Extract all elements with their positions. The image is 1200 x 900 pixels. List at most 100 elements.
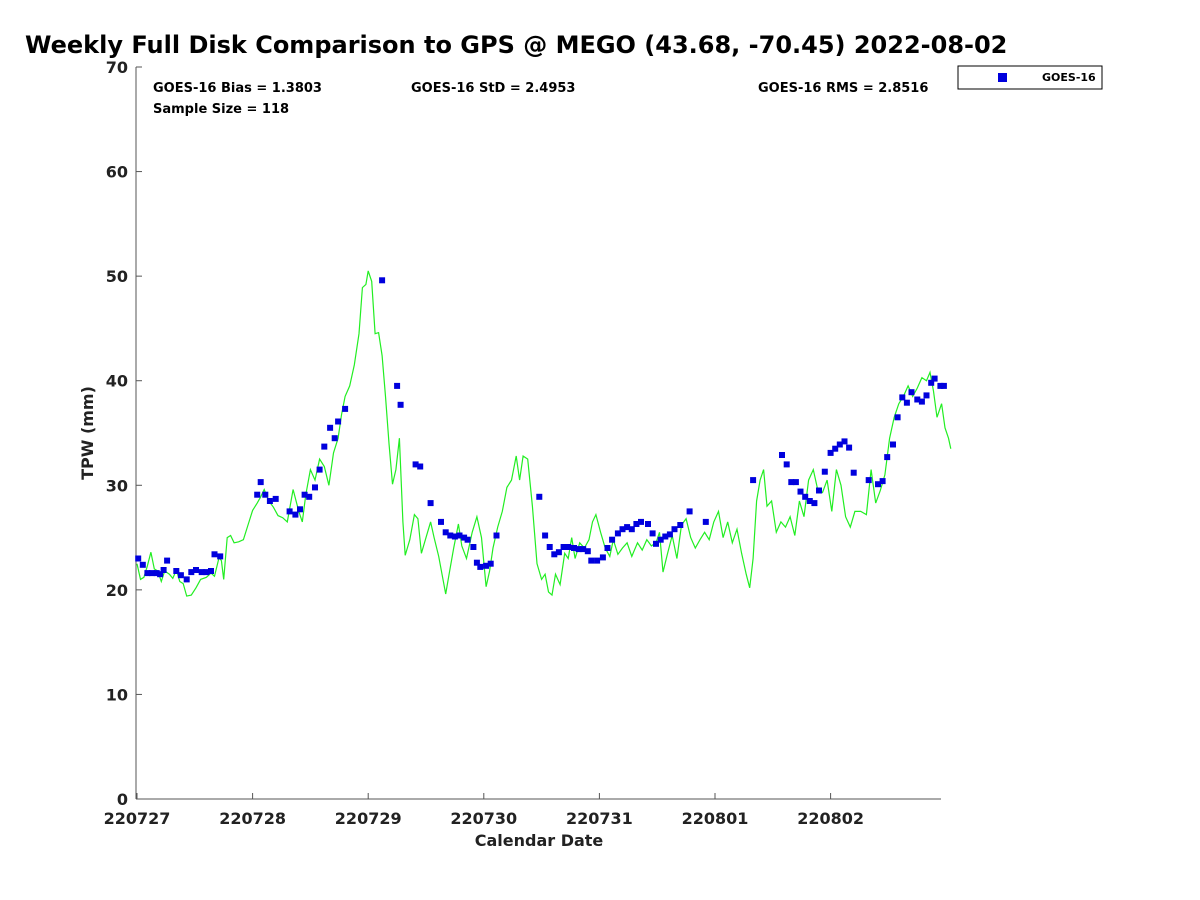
x-axis-ticks: 220727 220728 220729 220730 220731 220801 2208… <box>104 793 864 828</box>
goes-16-data-point <box>653 540 659 547</box>
goes-16-data-point <box>160 567 167 573</box>
goes-16-data-point <box>327 424 334 431</box>
stat-std: GOES-16 StD = 2.4953 <box>411 81 575 96</box>
goes-16-series <box>135 277 947 583</box>
goes-16-data-point <box>379 277 386 284</box>
goes-16-data-point <box>487 560 494 567</box>
goes-16-data-point <box>266 498 273 504</box>
goes-16-data-point <box>908 389 915 396</box>
goes-16-data-point <box>894 414 901 421</box>
x-tick-label: 220728 <box>219 809 286 828</box>
goes-16-data-point <box>604 545 611 551</box>
goes-16-data-point <box>619 526 626 533</box>
goes-16-data-point <box>447 532 454 539</box>
goes-16-data-point <box>649 530 656 537</box>
goes-16-data-point <box>890 441 896 448</box>
y-tick-label: 10 <box>106 685 128 704</box>
goes-16-data-point <box>257 479 264 486</box>
y-tick-label: 50 <box>106 267 128 286</box>
goes-16-data-point <box>297 506 303 513</box>
stat-rms: GOES-16 RMS = 2.8516 <box>758 81 928 96</box>
goes-16-data-point <box>923 392 930 399</box>
goes-16-data-point <box>183 576 190 583</box>
x-tick-label: 220802 <box>797 809 864 828</box>
goes-16-data-point <box>792 479 799 486</box>
goes-16-data-point <box>884 454 891 461</box>
goes-16-data-point <box>555 549 562 556</box>
goes-16-data-point <box>638 518 644 525</box>
goes-16-data-point <box>451 533 458 540</box>
stat-sample-size: Sample Size = 118 <box>153 102 289 117</box>
goes-16-data-point <box>783 461 790 468</box>
goes-16-data-point <box>677 522 684 528</box>
goes-16-data-point <box>312 484 318 491</box>
goes-16-data-point <box>827 449 834 456</box>
goes-16-data-point <box>456 532 463 539</box>
goes-16-data-point <box>811 500 818 507</box>
goes-16-data-point <box>442 529 449 536</box>
x-tick-label: 220801 <box>682 809 749 828</box>
goes-16-data-point <box>272 495 279 502</box>
goes-16-data-point <box>841 438 848 445</box>
gps-series-line <box>136 270 952 597</box>
goes-16-data-point <box>816 487 822 494</box>
goes-16-data-point <box>657 536 664 543</box>
legend: GOES-16 <box>957 65 1103 90</box>
goes-16-data-point <box>940 382 947 389</box>
goes-16-data-point <box>394 382 401 389</box>
plot-area: 0 10 20 30 40 50 60 70 220727 220728 220729 220730… <box>104 58 952 828</box>
goes-16-data-point <box>262 491 269 498</box>
goes-16-data-point <box>594 557 601 564</box>
goes-16-data-point <box>551 551 558 558</box>
goes-16-data-point <box>193 567 199 573</box>
goes-16-data-point <box>750 477 757 484</box>
goes-16-data-point <box>937 382 944 389</box>
goes-16-data-point <box>918 398 925 405</box>
goes-16-data-point <box>628 526 635 533</box>
goes-16-data-point <box>702 518 709 525</box>
goes-16-data-point <box>633 521 640 527</box>
goes-16-data-point <box>614 530 621 537</box>
chart-title: Weekly Full Disk Comparison to GPS @ MEG… <box>25 31 1007 59</box>
goes-16-data-point <box>286 508 293 515</box>
y-tick-label: 70 <box>106 58 128 77</box>
goes-16-data-point <box>779 452 785 458</box>
goes-16-data-point <box>139 561 146 568</box>
goes-16-data-point <box>903 399 910 406</box>
x-axis-label: Calendar Date <box>475 831 604 850</box>
y-tick-label: 20 <box>106 581 128 600</box>
goes-16-data-point <box>493 532 500 539</box>
goes-16-data-point <box>846 444 853 451</box>
goes-16-data-point <box>254 491 261 498</box>
goes-16-data-point <box>149 570 155 577</box>
goes-16-data-point <box>188 569 195 576</box>
goes-16-data-point <box>464 536 471 543</box>
goes-16-data-point <box>483 562 490 569</box>
goes-16-data-point <box>477 563 484 570</box>
goes-16-data-point <box>157 571 164 578</box>
goes-16-data-point <box>316 466 323 473</box>
x-tick-label: 220729 <box>335 809 402 828</box>
goes-16-data-point <box>802 493 809 500</box>
goes-16-data-point <box>438 518 444 525</box>
goes-16-data-point <box>560 544 567 550</box>
goes-16-data-point <box>565 544 572 550</box>
goes-16-data-point <box>865 477 872 484</box>
goes-16-data-point <box>879 478 886 485</box>
goes-16-data-point <box>609 536 616 543</box>
goes-16-data-point <box>599 554 606 561</box>
goes-16-data-point <box>580 546 587 553</box>
goes-16-data-point <box>412 461 419 468</box>
goes-16-data-point <box>164 557 171 564</box>
goes-16-data-point <box>645 521 651 527</box>
goes-16-data-point <box>153 570 160 577</box>
goes-16-data-point <box>850 469 857 476</box>
y-tick-label: 30 <box>106 476 128 495</box>
stat-bias: GOES-16 Bias = 1.3803 <box>153 81 322 96</box>
goes-16-data-point <box>342 405 349 412</box>
goes-16-data-point <box>198 569 205 576</box>
goes-16-data-point <box>417 463 424 470</box>
goes-16-data-point <box>331 435 338 442</box>
goes-16-data-point <box>624 524 631 531</box>
gps-series <box>136 270 952 597</box>
